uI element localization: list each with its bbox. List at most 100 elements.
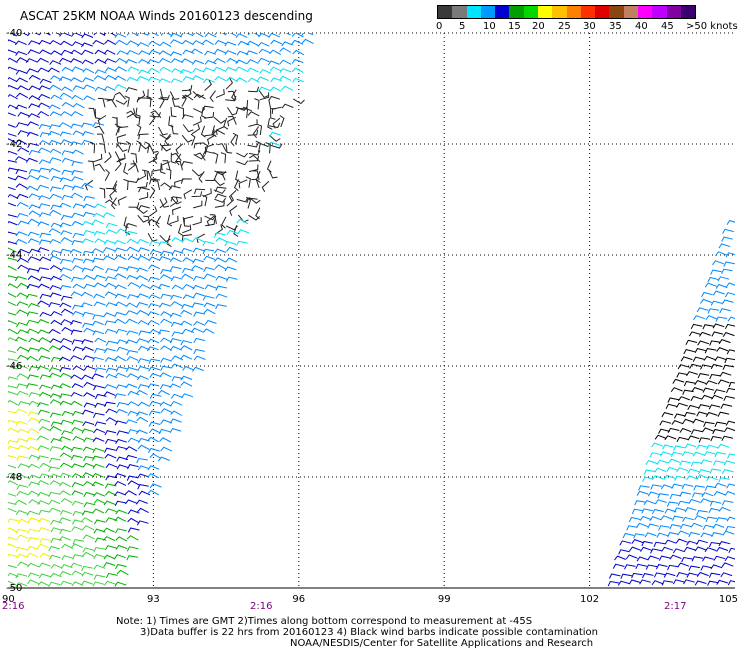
wind-barbs bbox=[0, 33, 735, 588]
wind-barb bbox=[49, 338, 62, 344]
wind-barb bbox=[281, 41, 294, 47]
wind-barb bbox=[15, 122, 28, 128]
colorbar-segment bbox=[495, 6, 510, 18]
wind-barb bbox=[80, 302, 93, 308]
wind-barb bbox=[15, 69, 28, 75]
wind-barb bbox=[676, 572, 689, 578]
wind-barb bbox=[147, 76, 160, 82]
wind-barb bbox=[691, 492, 704, 498]
wind-barb bbox=[707, 580, 719, 586]
wind-barb bbox=[125, 230, 138, 237]
wind-barb bbox=[256, 76, 269, 82]
wind-barb bbox=[37, 300, 50, 306]
wind-barb bbox=[104, 453, 117, 459]
wind-barb bbox=[83, 437, 96, 443]
wind-barb bbox=[72, 232, 85, 239]
wind-barb bbox=[706, 476, 719, 482]
wind-barb bbox=[28, 474, 41, 480]
wind-barb bbox=[666, 466, 679, 472]
wind-barb bbox=[712, 460, 725, 466]
wind-barb bbox=[71, 220, 84, 226]
wind-barb bbox=[656, 459, 669, 465]
wind-barb bbox=[50, 75, 63, 81]
wind-barb bbox=[248, 197, 261, 204]
wind-barb bbox=[700, 532, 713, 538]
wind-barb bbox=[643, 469, 656, 475]
wind-barb bbox=[80, 42, 93, 48]
wind-barb bbox=[654, 499, 667, 505]
wind-barb bbox=[26, 185, 39, 191]
wind-barb bbox=[137, 384, 150, 390]
wind-barb bbox=[49, 446, 62, 452]
wind-barb bbox=[15, 183, 28, 189]
wind-barb bbox=[115, 39, 128, 46]
wind-barb bbox=[125, 446, 138, 452]
wind-barb bbox=[715, 316, 728, 322]
wind-barb bbox=[15, 156, 28, 162]
wind-barb bbox=[59, 366, 71, 373]
wind-barb bbox=[226, 246, 239, 252]
wind-barb bbox=[38, 337, 51, 343]
wind-barb bbox=[8, 391, 18, 395]
wind-barb bbox=[61, 150, 74, 156]
wind-barb bbox=[82, 258, 95, 264]
wind-barb bbox=[206, 215, 215, 227]
wind-barb bbox=[82, 355, 95, 361]
wind-barb bbox=[104, 490, 117, 497]
wind-barb bbox=[114, 473, 127, 479]
wind-barb bbox=[180, 375, 193, 381]
wind-barb bbox=[158, 329, 170, 335]
wind-barb bbox=[227, 116, 236, 127]
wind-barb bbox=[49, 399, 62, 405]
wind-barb bbox=[138, 187, 150, 193]
wind-barb bbox=[0, 78, 7, 82]
wind-barb bbox=[27, 579, 39, 585]
wind-barb bbox=[0, 102, 6, 106]
wind-barb bbox=[0, 383, 7, 387]
wind-barb bbox=[247, 86, 260, 93]
wind-barb bbox=[60, 258, 72, 265]
wind-barb bbox=[638, 485, 650, 491]
wind-barb bbox=[686, 572, 699, 578]
wind-barb bbox=[59, 393, 71, 399]
wind-barb bbox=[181, 161, 193, 167]
wind-barb bbox=[114, 33, 127, 38]
time-label-right: 2:17 bbox=[664, 601, 687, 612]
wind-barb bbox=[27, 142, 39, 149]
wind-barb bbox=[726, 516, 735, 522]
wind-barb bbox=[17, 329, 30, 335]
wind-barb bbox=[690, 429, 703, 435]
wind-barb bbox=[688, 331, 701, 337]
wind-barb bbox=[105, 340, 118, 346]
wind-barb bbox=[281, 103, 294, 109]
wind-barb bbox=[126, 40, 139, 46]
wind-barb bbox=[71, 257, 84, 264]
wind-barb bbox=[215, 89, 225, 99]
wind-barb bbox=[181, 234, 192, 241]
wind-barb bbox=[633, 533, 645, 539]
wind-barb bbox=[8, 350, 17, 353]
wind-barb bbox=[181, 303, 193, 310]
wind-barb bbox=[180, 354, 193, 360]
wind-barb bbox=[292, 98, 305, 105]
wind-barb bbox=[138, 192, 149, 200]
wind-barb bbox=[182, 365, 195, 371]
wind-barb bbox=[37, 67, 50, 73]
wind-barb bbox=[16, 85, 29, 91]
wind-barb bbox=[148, 49, 161, 55]
colorbar-segment bbox=[552, 6, 567, 18]
wind-barb bbox=[39, 538, 51, 544]
wind-barb bbox=[28, 204, 41, 210]
wind-barb bbox=[148, 358, 161, 364]
wind-barb bbox=[59, 202, 72, 208]
wind-barb bbox=[83, 381, 96, 387]
wind-barb bbox=[160, 446, 173, 452]
wind-barb bbox=[204, 33, 217, 38]
wind-barb bbox=[0, 574, 6, 579]
wind-barb bbox=[0, 465, 5, 469]
wind-barb bbox=[37, 283, 50, 289]
wind-barb bbox=[719, 371, 732, 377]
colorbar-segment bbox=[637, 6, 653, 18]
wind-barb bbox=[26, 319, 39, 325]
wind-barb bbox=[82, 250, 94, 257]
